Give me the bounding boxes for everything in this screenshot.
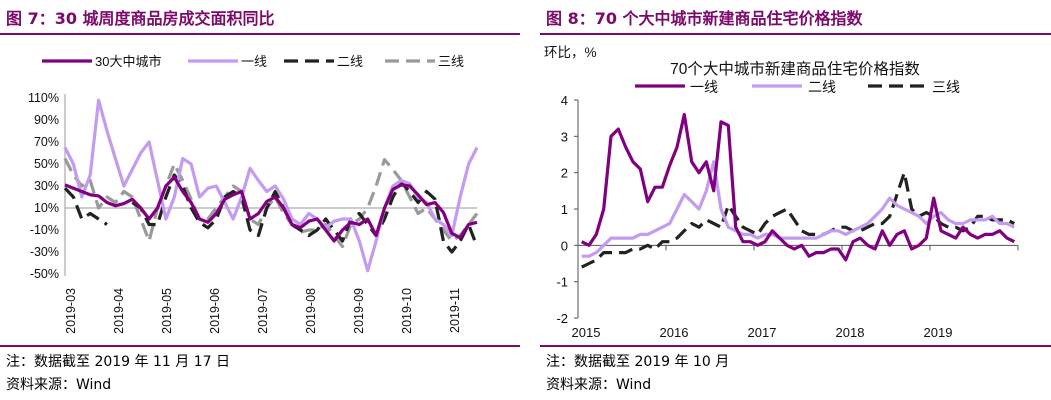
legend-label: 一线 (241, 54, 267, 69)
chart-title: 70个大中城市新建商品住宅价格指数 (670, 60, 920, 78)
x-tick-label: 2019-05 (160, 288, 174, 334)
y-axis-unit-label: 环比，% (544, 45, 597, 60)
y-tick-label: -30% (30, 245, 59, 259)
figure-8-bottom-rule (540, 345, 1051, 347)
figure-8-panel: 图 8：70 个大中城市新建商品住宅价格指数 环比，% 70个大中城市新建商品住宅… (540, 0, 1051, 400)
x-tick-label: 2019-08 (304, 288, 318, 334)
x-tick-label: 2019-03 (64, 288, 78, 334)
series-line (582, 162, 1015, 256)
legend-label: 三线 (932, 79, 960, 95)
y-tick-label: 1 (561, 202, 568, 217)
y-tick-label: -1 (556, 275, 568, 290)
x-tick-label: 2019-11 (448, 288, 462, 333)
x-tick-label: 2015 (572, 325, 601, 340)
y-tick-label: -50% (30, 267, 59, 281)
series-line (65, 100, 477, 271)
figure-7-chart: 110% 90% 70% 50% 30% 10% -10% -30% -50% 2019-03 20… (0, 0, 520, 345)
x-tick-label: 2019-07 (256, 288, 270, 334)
y-tick-label: -2 (556, 311, 568, 326)
x-tick-label: 2019-09 (352, 288, 366, 334)
series-line (65, 175, 477, 252)
figure-8-source: 资料来源：Wind (546, 374, 651, 394)
legend-label: 一线 (690, 79, 718, 95)
figure-8-note: 注：数据截至 2019 年 10 月 (546, 351, 729, 371)
figure-7-bottom-rule (0, 345, 520, 347)
legend-label: 二线 (337, 54, 363, 69)
y-tick-label: 70% (34, 135, 59, 149)
x-tick-label: 2018 (836, 325, 865, 340)
x-tick-label: 2019-04 (112, 288, 126, 334)
y-tick-label: 90% (34, 113, 59, 127)
figure-7-source: 资料来源：Wind (6, 374, 111, 394)
y-tick-label: 2 (561, 166, 568, 181)
legend-label: 三线 (438, 54, 464, 69)
y-tick-label: 50% (34, 157, 59, 171)
x-tick-label: 2019-10 (400, 288, 414, 334)
y-tick-label: 3 (561, 129, 568, 144)
y-tick-label: 30% (34, 179, 59, 193)
x-tick-label: 2019-06 (208, 288, 222, 334)
y-tick-label: 110% (28, 91, 59, 105)
y-tick-label: 10% (34, 201, 59, 215)
y-tick-label: 4 (561, 93, 568, 108)
figure-7-note: 注：数据截至 2019 年 11 月 17 日 (6, 351, 230, 371)
figure-7-panel: 图 7：30 城周度商品房成交面积同比 110% 90% 70% 50% 30% 10% -… (0, 0, 520, 400)
legend-label: 30大中城市 (95, 54, 161, 69)
x-tick-label: 2017 (748, 325, 777, 340)
y-tick-label: 0 (561, 238, 568, 253)
legend-label: 二线 (808, 79, 836, 95)
y-tick-label: -10% (30, 223, 59, 237)
x-tick-label: 2019 (924, 325, 953, 340)
figure-8-chart: 环比，% 70个大中城市新建商品住宅价格指数 4 3 2 1 0 -1 -2 2015 2016 20… (540, 0, 1051, 345)
x-tick-label: 2016 (660, 325, 689, 340)
